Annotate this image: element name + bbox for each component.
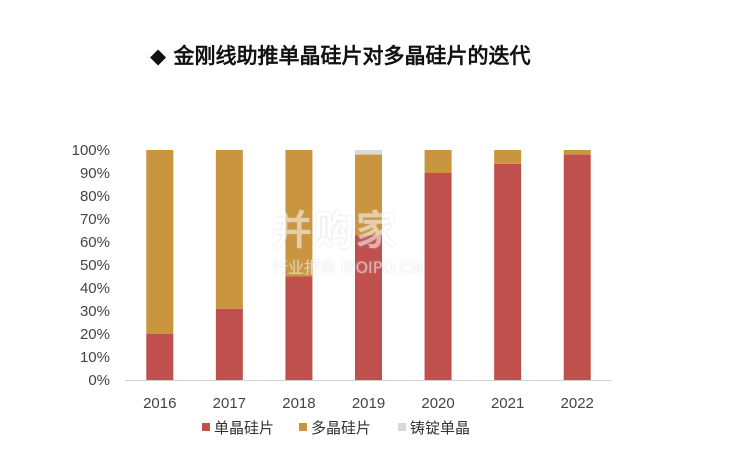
bar-segment-2021-series-1 [494, 163, 522, 380]
bars [146, 150, 591, 380]
chart-title: ◆ 金刚线助推单晶硅片对多晶硅片的迭代 [150, 44, 531, 68]
bar-segment-2022-series-1 [563, 154, 591, 380]
x-axis: 2016 2017 2018 2019 2020 2021 2022 [143, 395, 594, 412]
bar-segment-2020-series-1 [424, 173, 452, 380]
y-tick-label: 40% [80, 280, 110, 297]
bar-segment-2021-series-2 [494, 150, 522, 164]
bar-segment-2017-series-2 [215, 150, 243, 309]
bar-segment-2016-series-1 [146, 334, 174, 380]
legend-swatch [202, 423, 210, 431]
y-tick-label: 100% [72, 142, 110, 159]
y-tick-label: 80% [80, 188, 110, 205]
bar-segment-2019-series-1 [355, 235, 382, 380]
y-tick-label: 50% [80, 257, 110, 274]
x-tick-label: 2018 [282, 395, 315, 412]
bar-segment-2017-series-1 [215, 308, 243, 380]
y-tick-label: 90% [80, 165, 110, 182]
y-tick-label: 20% [80, 326, 110, 343]
x-tick-label: 2021 [491, 395, 524, 412]
x-tick-label: 2019 [352, 395, 385, 412]
bar-segment-2019-series-2 [355, 154, 382, 236]
bar-segment-2018-series-1 [285, 276, 313, 380]
y-tick-label: 0% [88, 372, 110, 389]
bar-segment-2019-series-3 [355, 150, 382, 155]
bar-segment-2022-series-2 [563, 150, 591, 155]
y-tick-label: 70% [80, 211, 110, 228]
legend-label: 单晶硅片 [214, 419, 274, 437]
bar-segment-2018-series-2 [285, 150, 313, 277]
x-tick-label: 2020 [421, 395, 454, 412]
y-tick-label: 10% [80, 349, 110, 366]
bar-segment-2020-series-2 [424, 150, 452, 173]
y-axis: 0% 10% 20% 30% 40% 50% 60% 70% 80% 90% 100% [72, 142, 110, 389]
bar-segment-2016-series-2 [146, 150, 174, 334]
legend: 单晶硅片 多晶硅片 铸锭单晶 [202, 419, 470, 437]
legend-label: 多晶硅片 [311, 419, 371, 437]
legend-label: 铸锭单晶 [410, 419, 470, 437]
y-tick-label: 60% [80, 234, 110, 251]
y-tick-label: 30% [80, 303, 110, 320]
x-tick-label: 2017 [213, 395, 246, 412]
x-tick-label: 2022 [561, 395, 594, 412]
legend-swatch [398, 423, 406, 431]
legend-swatch [299, 423, 307, 431]
x-tick-label: 2016 [143, 395, 176, 412]
